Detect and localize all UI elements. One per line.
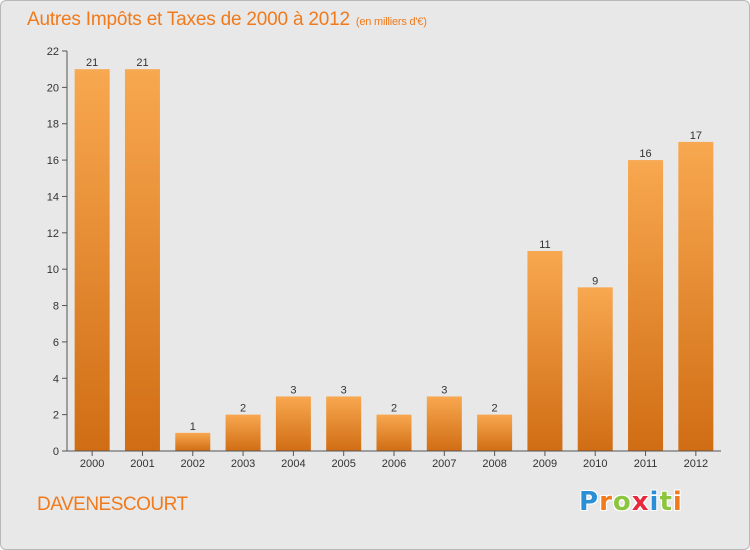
x-tick-label: 2003 bbox=[231, 458, 255, 470]
bar-2011 bbox=[628, 160, 664, 451]
y-tick-label: 16 bbox=[47, 155, 59, 167]
bar-2006 bbox=[376, 414, 412, 451]
value-label: 16 bbox=[639, 148, 651, 160]
commune-name: DAVENESCOURT bbox=[37, 494, 188, 515]
value-label: 2 bbox=[240, 403, 246, 415]
bar-2001 bbox=[124, 69, 160, 451]
value-label: 3 bbox=[441, 384, 447, 396]
bar-2002 bbox=[175, 432, 211, 451]
y-tick-label: 22 bbox=[47, 46, 59, 58]
y-tick-label: 2 bbox=[53, 410, 59, 422]
value-label: 17 bbox=[690, 130, 702, 142]
value-label: 1 bbox=[190, 421, 196, 433]
bar-2012 bbox=[678, 141, 714, 451]
x-tick-label: 2007 bbox=[432, 458, 456, 470]
y-tick-label: 10 bbox=[47, 264, 59, 276]
bar-2007 bbox=[426, 396, 462, 451]
bar-2008 bbox=[477, 414, 513, 451]
y-tick-label: 12 bbox=[47, 228, 59, 240]
bar-2004 bbox=[275, 396, 311, 451]
logo-letter: P bbox=[579, 487, 600, 517]
y-tick-label: 20 bbox=[47, 82, 59, 94]
logo-letter: r bbox=[599, 487, 613, 517]
value-label: 21 bbox=[86, 57, 98, 69]
x-tick-label: 2001 bbox=[130, 458, 154, 470]
x-tick-label: 2000 bbox=[80, 458, 104, 470]
bar-2000 bbox=[74, 69, 110, 451]
logo-letter: t bbox=[659, 487, 673, 517]
chart-title: Autres Impôts et Taxes de 2000 à 2012 (en… bbox=[27, 9, 427, 31]
value-label: 11 bbox=[539, 239, 550, 251]
y-tick-label: 6 bbox=[53, 337, 59, 349]
x-tick-label: 2006 bbox=[382, 458, 406, 470]
x-tick-label: 2004 bbox=[281, 458, 305, 470]
value-label: 9 bbox=[592, 275, 598, 287]
x-tick-label: 2009 bbox=[533, 458, 557, 470]
value-label: 3 bbox=[341, 384, 347, 396]
chart-title-text: Autres Impôts et Taxes de 2000 à 2012 bbox=[27, 9, 350, 30]
y-tick-label: 18 bbox=[47, 119, 59, 131]
proxiti-logo: Proxiti bbox=[579, 487, 683, 517]
value-label: 3 bbox=[290, 384, 296, 396]
bar-2009 bbox=[527, 251, 563, 451]
y-tick-label: 14 bbox=[47, 191, 59, 203]
logo-letter: o bbox=[612, 487, 632, 517]
bar-2003 bbox=[225, 414, 261, 451]
logo-letter: x bbox=[631, 487, 650, 517]
logo-letter: i bbox=[649, 487, 660, 517]
x-tick-label: 2010 bbox=[583, 458, 607, 470]
x-tick-label: 2005 bbox=[331, 458, 355, 470]
bar-2005 bbox=[326, 396, 362, 451]
logo-letter: i bbox=[672, 487, 683, 517]
x-tick-label: 2002 bbox=[181, 458, 205, 470]
value-label: 2 bbox=[492, 403, 498, 415]
bar-2010 bbox=[577, 287, 613, 451]
value-label: 2 bbox=[391, 403, 397, 415]
y-tick-label: 8 bbox=[53, 301, 59, 313]
y-tick-label: 0 bbox=[53, 446, 59, 458]
x-tick-label: 2012 bbox=[684, 458, 708, 470]
value-label: 21 bbox=[136, 57, 148, 69]
chart-unit: (en milliers d'€) bbox=[355, 16, 427, 28]
x-tick-label: 2011 bbox=[634, 458, 658, 470]
x-tick-label: 2008 bbox=[482, 458, 506, 470]
y-tick-label: 4 bbox=[53, 373, 59, 385]
